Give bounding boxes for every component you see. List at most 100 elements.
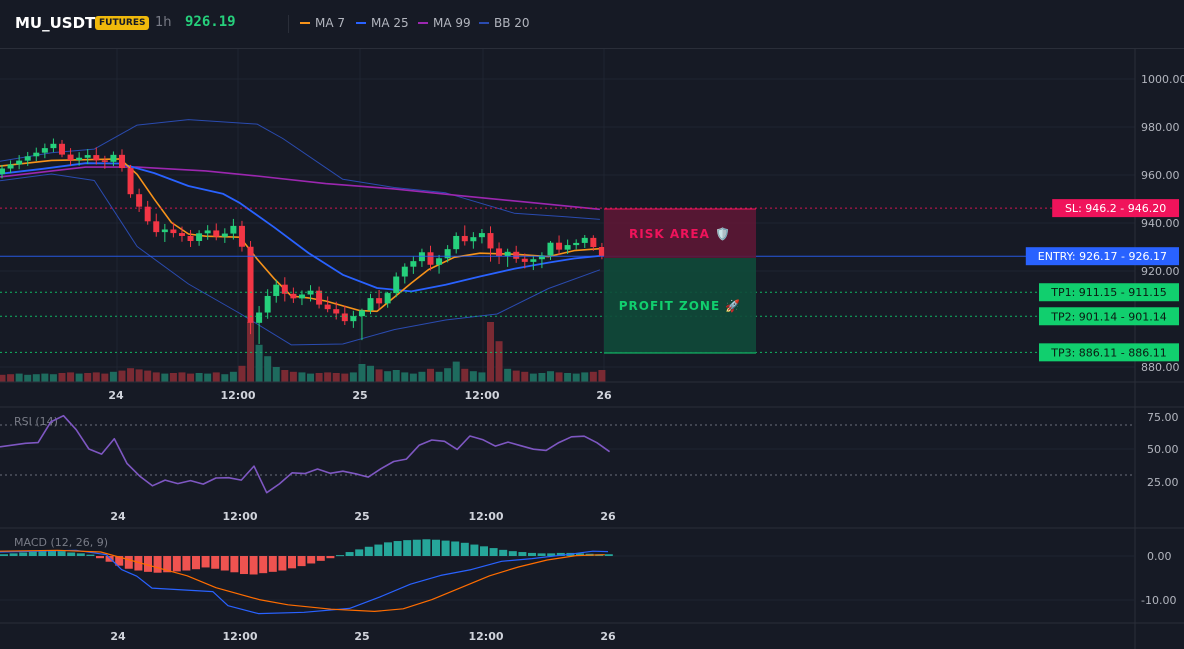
macd-histogram-bar xyxy=(355,549,364,556)
candle-body xyxy=(247,246,254,323)
macd-histogram-bar xyxy=(76,553,85,556)
volume-bar xyxy=(564,373,572,382)
volume-bar xyxy=(315,373,323,382)
macd-histogram-bar xyxy=(556,552,565,556)
legend-ma99[interactable]: MA 99 xyxy=(418,16,471,30)
tp1-tag: TP1: 911.15 - 911.15 xyxy=(1039,283,1179,302)
volume-bar xyxy=(521,371,529,382)
volume-bar xyxy=(49,374,57,382)
macd-panel[interactable]: MACD (12, 26, 9) 0.00 -10.00 xyxy=(0,536,1176,615)
time-label: 24 xyxy=(110,630,126,643)
candle-body xyxy=(341,313,348,322)
ma25-line xyxy=(0,162,600,293)
candle-body xyxy=(58,143,65,155)
rsi-label: RSI (14) xyxy=(14,415,58,428)
volume-bar xyxy=(272,367,280,382)
volume-bar xyxy=(75,373,83,382)
legend-bb20[interactable]: BB 20 xyxy=(479,16,530,30)
volume-bar xyxy=(478,372,486,382)
macd-histogram-bar xyxy=(240,556,248,575)
price-tick: 880.00 xyxy=(1141,361,1180,374)
candle-body xyxy=(316,290,323,305)
candle-body xyxy=(50,143,57,149)
time-label: 24 xyxy=(110,510,126,523)
entry-tag-bg xyxy=(1025,247,1179,266)
candle-body xyxy=(410,261,417,267)
price-axis[interactable]: 1000.00 980.00 960.00 940.00 920.00 880.… xyxy=(1141,73,1184,374)
candle-body xyxy=(127,168,134,195)
candle-body xyxy=(504,251,511,257)
volume-bar xyxy=(572,373,580,382)
rsi-tick: 25.00 xyxy=(1147,476,1179,489)
time-label: 12:00 xyxy=(464,389,499,402)
macd-histogram-bar xyxy=(441,540,450,556)
volume-bar xyxy=(15,373,23,382)
candle-body xyxy=(367,298,374,311)
trade-levels xyxy=(0,207,1135,353)
volume-bar xyxy=(289,371,297,382)
volume-bar xyxy=(229,371,237,382)
macd-histogram-bar xyxy=(345,552,354,556)
volume-bar xyxy=(255,344,263,382)
volume-bar xyxy=(324,372,332,382)
candle-body xyxy=(581,237,588,243)
macd-histogram-bar xyxy=(9,553,18,556)
time-label: 26 xyxy=(600,510,616,523)
time-label: 25 xyxy=(354,510,369,523)
main-price-panel[interactable]: RISK AREA 🛡️ PROFIT ZONE 🚀 xyxy=(0,48,1135,382)
volume-bar xyxy=(504,368,512,382)
ma7-line xyxy=(0,158,600,313)
chart-header: MU_USDT FUTURES 1h 926.19 MA 7 MA 25 MA … xyxy=(0,0,1184,49)
rsi-panel[interactable]: RSI (14) 75.00 50.00 25.00 xyxy=(0,411,1179,494)
candle-body xyxy=(461,235,468,242)
volume-bar xyxy=(512,370,520,382)
candle-body xyxy=(0,168,5,175)
price-tick: 1000.00 xyxy=(1141,73,1184,86)
macd-histogram-bar xyxy=(604,554,613,556)
candle-body xyxy=(556,242,563,250)
risk-area-zone xyxy=(604,209,756,258)
macd-histogram-bar xyxy=(96,556,104,559)
candlesticks[interactable] xyxy=(0,138,605,344)
candle-body xyxy=(24,156,31,161)
candle-body xyxy=(33,152,40,157)
legend-ma25[interactable]: MA 25 xyxy=(356,16,409,30)
macd-histogram-bar xyxy=(192,556,200,570)
volume-bar xyxy=(221,374,229,382)
candle-body xyxy=(238,225,245,247)
volume-bar xyxy=(204,373,212,382)
time-label: 12:00 xyxy=(468,510,503,523)
macd-histogram-bar xyxy=(508,551,517,556)
macd-histogram-bar xyxy=(288,556,296,569)
volume-bar xyxy=(161,373,169,382)
macd-label: MACD (12, 26, 9) xyxy=(14,536,108,549)
time-axis-rsi: 24 12:00 25 12:00 26 xyxy=(110,510,616,523)
macd-line xyxy=(0,549,609,615)
macd-histogram-bar xyxy=(182,556,191,571)
candle-body xyxy=(170,229,177,234)
volume-bar xyxy=(307,373,315,382)
macd-histogram-bar xyxy=(460,542,469,556)
profit-zone-label: PROFIT ZONE 🚀 xyxy=(619,299,742,313)
macd-histogram-bar xyxy=(432,539,440,556)
macd-histogram-bar xyxy=(364,546,373,556)
time-axis-main: 24 12:00 25 12:00 26 xyxy=(108,389,612,402)
volume-bar xyxy=(444,368,452,382)
volume-bar xyxy=(7,374,15,382)
timeframe[interactable]: 1h xyxy=(155,15,172,30)
tp1-tag-bg xyxy=(1039,283,1179,302)
volume-bar xyxy=(598,370,606,382)
symbol-name[interactable]: MU_USDT xyxy=(15,14,96,32)
macd-histogram-bar xyxy=(28,551,37,556)
rsi-line xyxy=(0,414,611,494)
macd-histogram-bar xyxy=(297,556,306,567)
legend-ma7[interactable]: MA 7 xyxy=(300,16,345,30)
level-tags: SL: 946.2 - 946.20 ENTRY: 926.17 - 926.17… xyxy=(1025,199,1179,362)
candle-body xyxy=(590,237,597,247)
time-label: 26 xyxy=(600,630,616,643)
volume-bar xyxy=(84,373,92,382)
tp2-tag-label: TP2: 901.14 - 901.14 xyxy=(1050,310,1167,323)
header-divider xyxy=(288,15,289,33)
volume-bar xyxy=(538,373,546,382)
